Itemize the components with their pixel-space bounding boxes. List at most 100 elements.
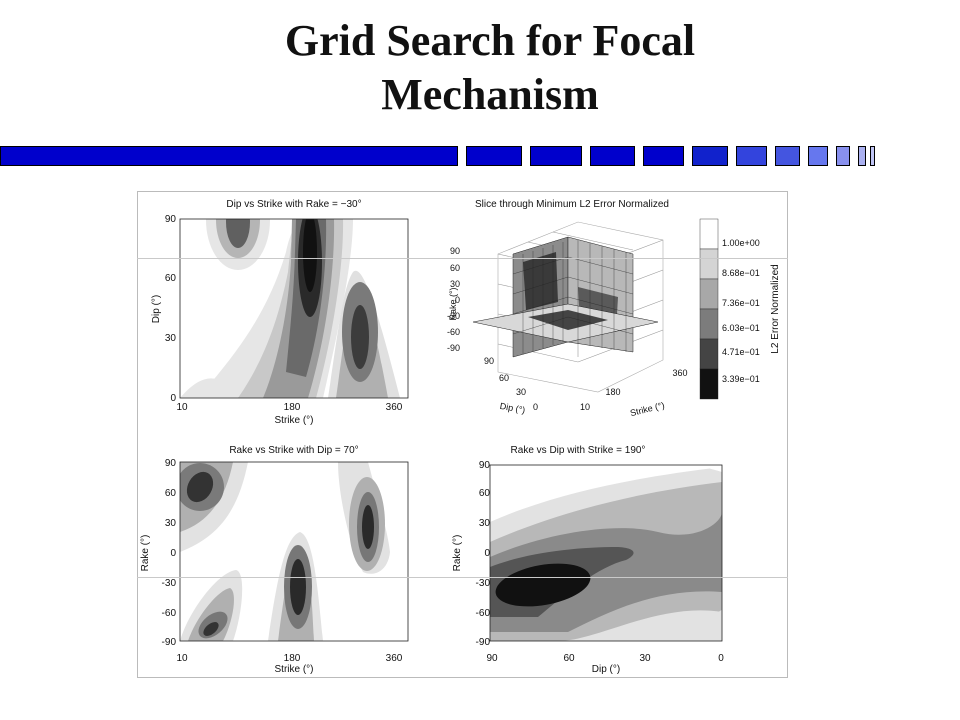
- panel1-xlabel: Strike (°): [275, 415, 314, 426]
- panel1-xtick: 180: [284, 402, 301, 413]
- panel2-xtick: 180: [605, 387, 620, 397]
- panel1-ylabel: Dip (°): [151, 295, 162, 323]
- panel4-xtick: 0: [718, 653, 724, 664]
- contour-band: [186, 471, 214, 503]
- slide-title-line2: Mechanism: [381, 70, 599, 119]
- contour-band: [351, 305, 369, 369]
- panel1-ytick: 0: [170, 393, 176, 404]
- panel4-xtick: 90: [486, 653, 498, 664]
- panel2-slices: [472, 236, 659, 358]
- panel3-ytick: -90: [162, 637, 177, 648]
- panel4-ytick: -90: [476, 637, 491, 648]
- bar-segment: [736, 146, 767, 166]
- panel4-title: Rake vs Dip with Strike = 190°: [511, 445, 646, 456]
- panel1-frame: [179, 218, 409, 399]
- panel4-ytick: 60: [479, 488, 491, 499]
- colorbar-tick: 3.39e−01: [722, 374, 760, 384]
- panel3-ytick: 0: [170, 548, 176, 559]
- panel-dip-vs-strike: Dip vs Strike with Rake = −30° 10 180 36…: [151, 199, 409, 426]
- panel4-contours: [490, 465, 722, 641]
- panel1-xtick: 10: [176, 402, 188, 413]
- panel2-xtick: 360: [672, 368, 687, 378]
- panel1-ytick: 60: [165, 273, 177, 284]
- colorbar-tick: 1.00e+00: [722, 238, 760, 248]
- colorbar: 1.00e+00 8.68e−01 7.36e−01 6.03e−01 4.71…: [699, 218, 781, 400]
- panel4-ytick: 0: [484, 548, 490, 559]
- panel3-xtick: 360: [386, 653, 403, 664]
- panel3-xtick: 10: [176, 653, 188, 664]
- panel1-xtick: 360: [386, 402, 403, 413]
- panel-rake-vs-dip: Rake vs Dip with Strike = 190° 90 60 30 …: [452, 445, 724, 675]
- bar-segment: [643, 146, 684, 166]
- contour-band: [203, 622, 219, 636]
- panel2-ytick: 60: [450, 263, 460, 273]
- panel2-title: Slice through Minimum L2 Error Normalize…: [475, 199, 669, 210]
- colorbar-tick: 6.03e−01: [722, 323, 760, 333]
- panel2-ztick: 60: [499, 373, 509, 383]
- colorbar-tick: 7.36e−01: [722, 298, 760, 308]
- contour-band: [226, 219, 250, 248]
- panel3-ylabel: Rake (°): [140, 535, 151, 572]
- panel-3d-slice: Slice through Minimum L2 Error Normalize…: [447, 199, 781, 418]
- panel4-ytick: -60: [476, 608, 491, 619]
- panel2-ztick: 0: [533, 402, 538, 412]
- panel3-ytick: 60: [165, 488, 177, 499]
- panel2-ztick: 30: [516, 387, 526, 397]
- contour-band: [495, 563, 591, 607]
- figure-svg: Dip vs Strike with Rake = −30° 10 180 36…: [140, 199, 781, 675]
- bar-segment: [870, 146, 875, 166]
- panel3-xlabel: Strike (°): [275, 664, 314, 675]
- figure-panel: Dip vs Strike with Rake = −30° 10 180 36…: [137, 191, 788, 678]
- bar-segment: [808, 146, 828, 166]
- panel-rake-vs-strike: Rake vs Strike with Dip = 70° 10 180 360…: [140, 445, 409, 675]
- panel2-ytick: 30: [450, 279, 460, 289]
- panel3-contours: [180, 462, 390, 641]
- panel3-frame: [179, 461, 409, 642]
- panel4-frame: [489, 464, 723, 642]
- panel1-ytick: 30: [165, 333, 177, 344]
- bar-segment: [775, 146, 800, 166]
- colorbar-step: [699, 338, 719, 370]
- bar-segment: [466, 146, 522, 166]
- slide-title-line1: Grid Search for Focal: [284, 16, 696, 65]
- colorbar-tick: 8.68e−01: [722, 268, 760, 278]
- panel4-ytick: 30: [479, 518, 491, 529]
- title-decoration-bar: [0, 146, 960, 168]
- panel3-title: Rake vs Strike with Dip = 70°: [229, 445, 358, 456]
- contour-band: [688, 465, 722, 472]
- panel2-zlabel: Dip (°): [499, 401, 526, 415]
- panel2-xlabel: Strike (°): [629, 400, 665, 418]
- contour-band: [290, 559, 306, 615]
- panel4-ytick: -30: [476, 578, 491, 589]
- colorbar-step: [699, 308, 719, 340]
- panel3-xtick: 180: [284, 653, 301, 664]
- panel2-ytick: -90: [447, 343, 460, 353]
- scanline-divider: [137, 258, 788, 259]
- panel4-xtick: 30: [639, 653, 651, 664]
- panel2-xtick: 10: [580, 402, 590, 412]
- panel3-ytick: 30: [165, 518, 177, 529]
- bar-segment: [692, 146, 728, 166]
- colorbar-step: [699, 248, 719, 280]
- scanline-divider: [137, 577, 788, 578]
- panel4-ylabel: Rake (°): [452, 535, 463, 572]
- bar-segment: [530, 146, 582, 166]
- contour-band: [180, 378, 238, 398]
- panel4-ytick: 90: [479, 460, 491, 471]
- panel2-ytick: 90: [450, 246, 460, 256]
- bar-segment: [836, 146, 850, 166]
- slice-mesh: [512, 240, 634, 354]
- panel2-ztick: 90: [484, 356, 494, 366]
- panel2-ytick: 0: [455, 295, 460, 305]
- panel3-ytick: -30: [162, 578, 177, 589]
- slide-title: Grid Search for Focal Mechanism: [0, 14, 960, 122]
- colorbar-label: L2 Error Normalized: [770, 264, 781, 353]
- panel2-ytick: -60: [447, 327, 460, 337]
- panel3-ytick: -60: [162, 608, 177, 619]
- colorbar-tick: 4.71e−01: [722, 347, 760, 357]
- bar-segment: [858, 146, 866, 166]
- panel3-ytick: 90: [165, 458, 177, 469]
- colorbar-step: [699, 368, 719, 400]
- panel1-title: Dip vs Strike with Rake = −30°: [226, 199, 361, 210]
- bar-segment: [0, 146, 458, 166]
